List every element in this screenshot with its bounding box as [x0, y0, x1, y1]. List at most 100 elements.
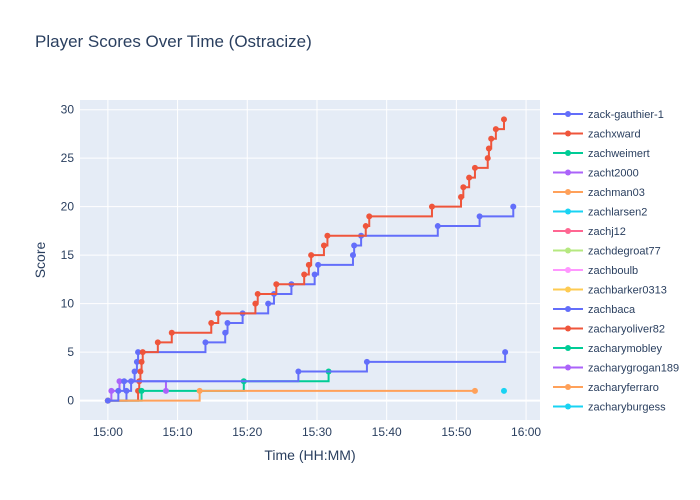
data-point — [154, 339, 161, 346]
data-point — [366, 213, 373, 220]
legend-entry: zacharyoliver82 — [588, 324, 665, 336]
legend-marker — [565, 364, 571, 371]
x-tick-label: 16:00 — [511, 425, 541, 439]
legend-marker — [565, 150, 571, 156]
data-point — [133, 358, 140, 365]
y-axis-label: Score — [32, 242, 48, 279]
data-point — [252, 300, 259, 307]
legend-marker — [565, 228, 571, 234]
data-point — [202, 339, 209, 346]
data-point — [295, 368, 302, 375]
data-point — [510, 203, 517, 210]
data-point — [168, 329, 175, 336]
data-point — [492, 126, 499, 133]
legend-marker — [565, 111, 571, 117]
data-point — [428, 203, 435, 210]
data-point — [476, 213, 483, 220]
data-point — [135, 349, 142, 356]
data-point — [320, 242, 327, 249]
data-point — [471, 164, 478, 171]
data-point — [502, 349, 509, 356]
data-point — [458, 193, 465, 200]
legend-entry: zachbarker0313 — [588, 285, 667, 297]
data-point — [104, 397, 111, 404]
data-point — [208, 320, 215, 327]
series-line — [107, 389, 475, 402]
x-tick-label: 15:30 — [302, 425, 332, 439]
legend-entry: zacharygrogan189 — [588, 363, 679, 375]
x-tick-label: 15:00 — [93, 425, 123, 439]
legend-marker — [565, 169, 571, 176]
y-tick-label: 5 — [67, 345, 74, 359]
legend-marker — [565, 267, 571, 273]
data-point — [162, 387, 169, 394]
data-point — [363, 358, 370, 365]
data-point — [315, 261, 322, 268]
data-point — [500, 116, 507, 123]
series-line — [107, 352, 507, 402]
data-point — [500, 387, 507, 394]
legend-entry: zachj12 — [588, 226, 626, 238]
legend-entry: zacharyferraro — [588, 382, 659, 394]
data-point — [324, 232, 331, 239]
data-point — [311, 271, 318, 278]
data-point — [116, 378, 123, 385]
legend-marker — [565, 306, 571, 312]
legend-entry: zachdegroat77 — [588, 246, 661, 258]
legend-entry: zachxward — [588, 129, 641, 141]
y-tick-label: 10 — [61, 297, 75, 311]
data-point — [301, 271, 308, 278]
legend-marker — [565, 208, 571, 215]
legend-entry: zacharymobley — [588, 343, 662, 355]
legend-marker — [565, 286, 571, 293]
legend-entry: zachboulb — [588, 265, 638, 277]
legend-entry: zack-gauthier-1 — [588, 109, 664, 121]
data-point — [305, 261, 312, 268]
data-point — [131, 368, 138, 375]
legend-marker — [565, 325, 571, 332]
data-point — [137, 368, 144, 375]
legend-entry: zacht2000 — [588, 168, 639, 180]
data-point — [196, 387, 203, 394]
data-point — [121, 378, 128, 385]
data-point — [362, 223, 369, 230]
data-point — [254, 290, 261, 297]
legend-marker — [565, 384, 571, 390]
data-point — [471, 387, 478, 394]
data-point — [349, 252, 356, 259]
data-point — [138, 387, 145, 394]
x-tick-label: 15:40 — [372, 425, 402, 439]
legend-entry: zacharyburgess — [588, 402, 666, 414]
data-point — [484, 155, 491, 162]
x-tick-label: 15:20 — [232, 425, 262, 439]
data-point — [434, 223, 441, 230]
data-point — [108, 387, 115, 394]
data-point — [138, 358, 145, 365]
data-point — [273, 281, 280, 288]
x-axis-label: Time (HH:MM) — [264, 447, 355, 463]
legend-marker — [565, 130, 571, 137]
legend-marker — [565, 403, 571, 410]
legend-entry: zachman03 — [588, 187, 645, 199]
data-point — [222, 329, 229, 336]
y-tick-label: 0 — [67, 394, 74, 408]
data-point — [215, 310, 222, 317]
y-tick-label: 20 — [61, 200, 75, 214]
legend-marker — [565, 189, 571, 195]
x-tick-label: 15:10 — [163, 425, 193, 439]
y-tick-label: 30 — [61, 103, 75, 117]
legend-marker — [565, 247, 571, 254]
data-point — [224, 320, 231, 327]
data-point — [485, 145, 492, 152]
data-point — [265, 300, 272, 307]
y-tick-label: 25 — [61, 151, 75, 165]
data-point — [308, 252, 315, 259]
data-point — [139, 349, 146, 356]
x-tick-label: 15:50 — [441, 425, 471, 439]
chart-title: Player Scores Over Time (Ostracize) — [35, 32, 312, 51]
data-point — [488, 135, 495, 142]
plot-background — [80, 100, 540, 420]
legend-entry: zachlarsen2 — [588, 207, 647, 219]
